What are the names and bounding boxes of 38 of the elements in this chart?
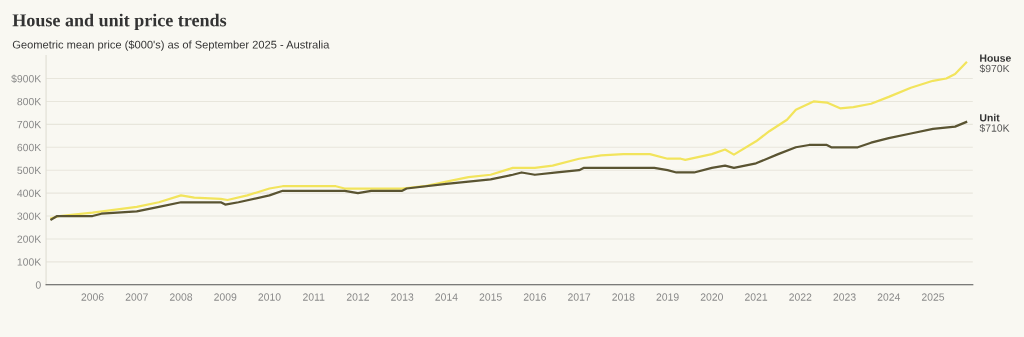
x-tick-label: 2015 <box>479 293 502 301</box>
line-series <box>50 61 968 220</box>
y-tick-label: $900K <box>11 74 42 84</box>
series-label: Unit <box>980 113 1000 122</box>
x-tick-label: 2024 <box>877 293 901 301</box>
y-tick-label: 300K <box>17 212 42 220</box>
y-tick-label: 400K <box>17 189 42 197</box>
chart-title: House and unit price trends <box>12 13 227 31</box>
x-tick-label: 2007 <box>125 293 148 301</box>
x-tick-label: 2009 <box>214 293 237 301</box>
x-tick-label: 2006 <box>81 293 104 301</box>
x-tick-label: 2016 <box>523 293 546 301</box>
x-tick-label: 2020 <box>700 293 723 301</box>
annotation: $970K <box>979 64 1010 73</box>
y-tick-label: 600K <box>17 143 42 152</box>
x-tick-label: 2025 <box>921 293 945 301</box>
x-tick-label: 2013 <box>391 293 414 301</box>
line-series <box>50 120 968 221</box>
x-tick-label: 2010 <box>258 293 281 301</box>
chart-subtitle: Geometric mean price ($000's) as of September 2025 - Australia <box>12 40 330 51</box>
x-tick-label: 2023 <box>833 293 856 301</box>
x-tick-label: 2012 <box>346 293 369 301</box>
y-tick-label: 700K <box>17 120 42 129</box>
annotation: $710K <box>979 123 1010 133</box>
x-tick-label: 2018 <box>612 293 635 301</box>
x-tick-label: 2022 <box>789 293 812 301</box>
series-label: House <box>980 54 1011 62</box>
x-tick-label: 2021 <box>744 293 768 301</box>
y-tick-label: 0 <box>35 281 41 289</box>
y-tick-label: 500K <box>17 166 42 175</box>
y-tick-label: 100K <box>17 258 42 266</box>
x-tick-label: 2014 <box>435 293 458 301</box>
x-tick-label: 2008 <box>169 293 193 301</box>
y-tick-label: 200K <box>17 235 42 243</box>
y-tick-label: 800K <box>17 97 42 106</box>
x-tick-label: 2017 <box>568 293 591 301</box>
x-tick-label: 2011 <box>303 293 325 301</box>
x-tick-label: 2019 <box>656 293 679 301</box>
